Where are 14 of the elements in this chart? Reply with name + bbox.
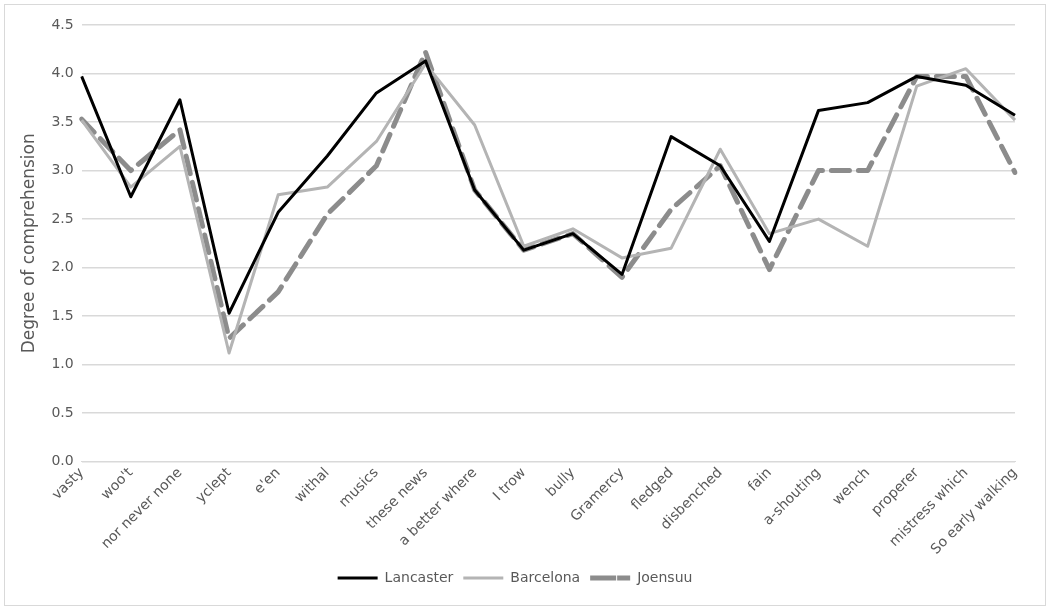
y-tick-label: 4.0 xyxy=(51,64,74,81)
y-tick-label: 1.5 xyxy=(51,306,74,323)
y-tick-label: 4.5 xyxy=(51,15,74,32)
legend-label: Joensuu xyxy=(636,568,693,585)
y-tick-label: 2.0 xyxy=(51,258,74,275)
y-axis-title: Degree of comprehension xyxy=(17,133,38,354)
legend-label: Barcelona xyxy=(510,568,581,585)
y-tick-label: 0.5 xyxy=(51,403,74,420)
y-tick-label: 3.5 xyxy=(51,112,74,129)
y-tick-label: 2.5 xyxy=(51,209,74,226)
y-tick-label: 3.0 xyxy=(51,161,74,178)
y-tick-label: 0.0 xyxy=(51,452,74,469)
y-tick-label: 1.0 xyxy=(51,355,74,372)
legend-label: Lancaster xyxy=(384,568,454,585)
